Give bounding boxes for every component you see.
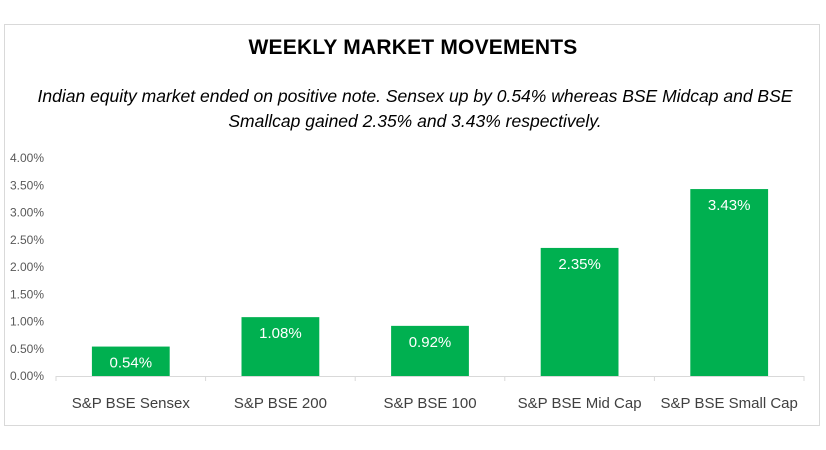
y-tick-label: 4.00% — [10, 151, 44, 165]
y-tick-label: 2.00% — [10, 260, 44, 274]
y-tick-label: 0.00% — [10, 369, 44, 383]
x-category-label: S&P BSE 100 — [383, 395, 476, 412]
chart-subtitle: Indian equity market ended on positive n… — [37, 86, 793, 131]
x-category-label: S&P BSE 200 — [234, 395, 327, 412]
data-label: 0.92% — [409, 334, 452, 351]
y-tick-label: 3.50% — [10, 178, 44, 192]
y-tick-label: 1.50% — [10, 287, 44, 301]
bar — [540, 247, 619, 376]
bar — [391, 325, 469, 376]
data-label: 1.08% — [259, 325, 302, 342]
y-tick-label: 1.00% — [10, 315, 44, 329]
x-category-label: S&P BSE Mid Cap — [518, 395, 642, 412]
bar — [91, 346, 170, 376]
x-category-label: S&P BSE Sensex — [72, 395, 191, 412]
data-label: 0.54% — [110, 355, 153, 372]
data-label: 2.35% — [558, 256, 601, 273]
x-category-label: S&P BSE Small Cap — [661, 395, 798, 412]
y-tick-label: 0.50% — [10, 342, 44, 356]
chart-title: WEEKLY MARKET MOVEMENTS — [248, 36, 578, 59]
data-label: 3.43% — [708, 197, 751, 214]
bar — [690, 189, 769, 376]
y-tick-label: 3.00% — [10, 206, 44, 220]
y-tick-label: 2.50% — [10, 233, 44, 247]
bar — [241, 317, 320, 376]
